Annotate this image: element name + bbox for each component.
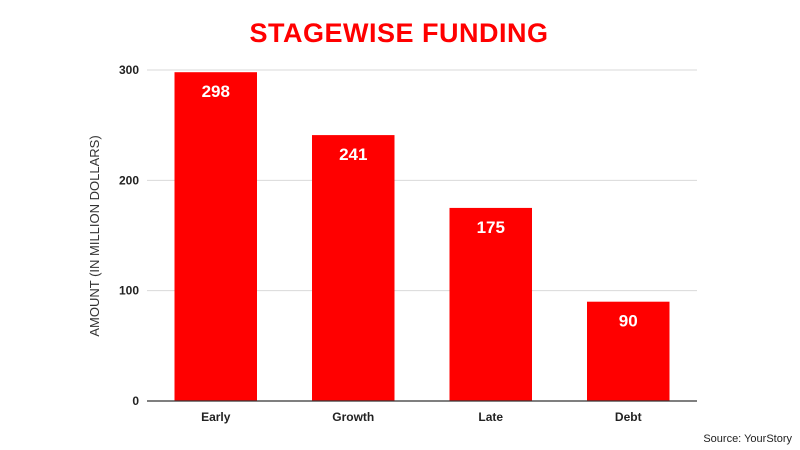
bar-late: [449, 207, 532, 401]
source-note: Source: YourStory: [703, 433, 792, 445]
y-axis-ticks: 0 100 200 300: [119, 63, 139, 408]
y-tick-label: 0: [132, 394, 139, 408]
chart-title: STAGEWISE FUNDING: [249, 18, 548, 48]
data-label-early: 298: [202, 82, 230, 101]
bar-growth: [312, 135, 395, 401]
x-tick-label-growth: Growth: [332, 410, 374, 424]
bars: 298 241 175 90: [174, 72, 670, 401]
x-tick-label-late: Late: [478, 410, 503, 424]
y-tick-label: 100: [119, 284, 139, 298]
data-label-late: 175: [477, 218, 505, 237]
data-label-debt: 90: [619, 312, 638, 331]
y-tick-label: 200: [119, 173, 139, 187]
x-axis-ticks: Early Growth Late Debt: [201, 410, 642, 424]
y-axis-label: AMOUNT (IN MILLION DOLLARS): [87, 135, 102, 336]
bar-debt: [587, 301, 670, 401]
x-tick-label-debt: Debt: [615, 410, 642, 424]
bar-early: [174, 72, 257, 401]
data-label-growth: 241: [339, 145, 367, 164]
x-tick-label-early: Early: [201, 410, 231, 424]
y-tick-label: 300: [119, 63, 139, 77]
